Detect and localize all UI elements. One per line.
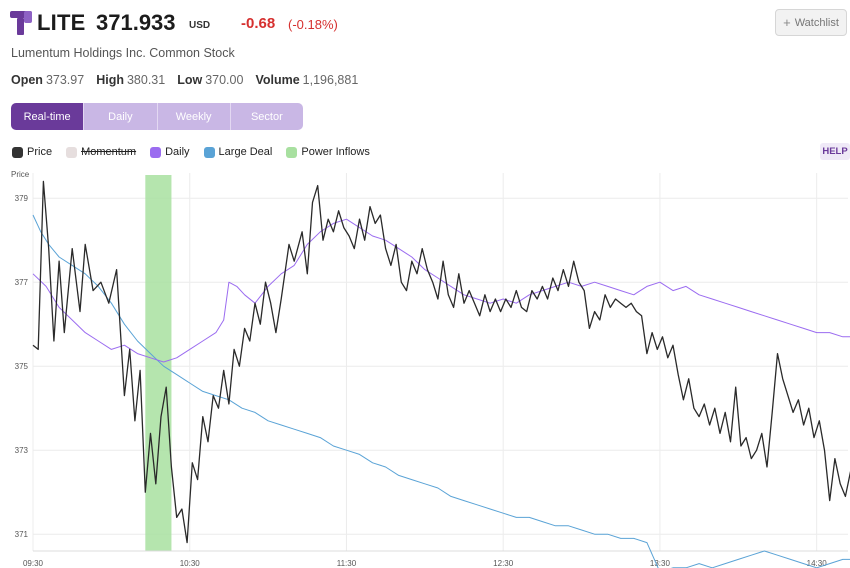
legend-swatch	[66, 146, 78, 158]
timeframe-tabs: Real-time Daily Weekly Sector	[11, 103, 303, 130]
legend-item-daily[interactable]: Daily	[150, 146, 190, 158]
x-tick-label: 13:30	[650, 559, 671, 568]
add-to-watchlist-button[interactable]: + Watchlist	[775, 9, 847, 36]
price-change: -0.68	[241, 15, 276, 32]
help-button[interactable]: HELP	[820, 143, 850, 160]
series-line-price	[32, 180, 850, 544]
series-line-large-deal	[32, 214, 850, 568]
price-change-percent: (-0.18%)	[288, 17, 338, 32]
y-tick-label: 373	[15, 446, 29, 455]
stat-open: Open 373.97	[11, 73, 85, 87]
stat-low: Low 370.00	[177, 73, 244, 87]
price-chart[interactable]: 379 377 375 373 371 09:30 10:30 11:30 12:30 13:30…	[0, 165, 850, 568]
currency-label: USD	[189, 20, 211, 31]
y-tick-label: 377	[15, 278, 29, 287]
watchlist-label: Watchlist	[794, 16, 839, 29]
legend-swatch	[12, 146, 23, 158]
last-price: 371.933	[96, 10, 176, 35]
y-tick-label: 375	[15, 362, 29, 371]
legend-swatch	[203, 146, 215, 158]
chart-legend: Price Momentum Daily Large Deal Power In…	[12, 146, 384, 158]
x-tick-label: 11:30	[337, 559, 357, 568]
y-tick-label: 371	[15, 530, 29, 539]
plus-icon: +	[783, 15, 791, 30]
legend-item-power-inflows[interactable]: Power Inflows	[286, 146, 370, 158]
x-tick-label: 09:30	[23, 559, 44, 568]
power-inflow-band	[145, 175, 172, 551]
series-line-daily	[32, 218, 850, 363]
legend-item-momentum[interactable]: Momentum	[66, 146, 136, 158]
stat-high: High 380.31	[96, 73, 166, 87]
x-tick-label: 12:30	[493, 559, 514, 568]
legend-swatch	[150, 146, 162, 158]
lumentum-logo-icon	[10, 11, 32, 35]
company-name: Lumentum Holdings Inc. Common Stock	[11, 46, 235, 60]
legend-item-price[interactable]: Price	[12, 146, 52, 158]
quote-header: LITE 371.933 USD -0.68 (-0.18%)	[10, 8, 840, 38]
ticker-symbol: LITE	[37, 10, 86, 35]
tab-real-time[interactable]: Real-time	[11, 103, 85, 130]
x-tick-label: 10:30	[180, 559, 201, 568]
x-tick-label: 14:30	[807, 559, 828, 568]
y-axis-title: Price	[11, 170, 30, 179]
y-tick-label: 379	[15, 194, 29, 203]
legend-item-large-deal[interactable]: Large Deal	[203, 146, 272, 158]
quote-stats: Open 373.97 High 380.31 Low 370.00 Volume 1,…	[11, 73, 370, 87]
stat-volume: Volume 1,196,881	[255, 73, 359, 87]
tab-sector[interactable]: Sector	[230, 103, 303, 130]
tab-daily[interactable]: Daily	[84, 103, 158, 130]
tab-weekly[interactable]: Weekly	[157, 103, 231, 130]
legend-swatch	[286, 146, 298, 158]
